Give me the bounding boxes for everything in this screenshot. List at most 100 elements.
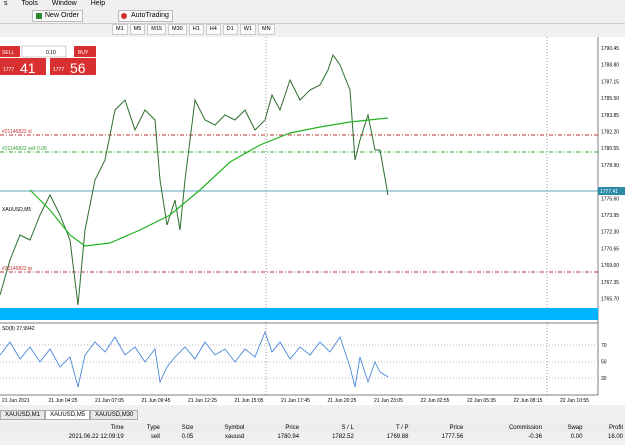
indicator-label: 30 bbox=[601, 376, 607, 382]
toolbar: New Order AutoTrading bbox=[0, 8, 625, 24]
chart-title: XAUUSD,M5 bbox=[2, 207, 31, 213]
header-cell: Price bbox=[285, 424, 300, 431]
cell: 1769.88 bbox=[386, 433, 409, 440]
moving-average bbox=[29, 117, 389, 247]
price-label: 1780.55 bbox=[601, 146, 619, 152]
header-cell: Time bbox=[110, 424, 124, 431]
chart-tabs: XAUUSD,M1 XAUUSD,M5 XAUUSD,M30 bbox=[0, 410, 139, 420]
chart-tab[interactable]: XAUUSD,M30 bbox=[90, 410, 139, 420]
chart: 1777.41 XAUUSD,M5 #21146822 sl #21146822… bbox=[0, 37, 625, 405]
price-label: 1785.50 bbox=[601, 96, 619, 102]
menu-item[interactable]: Help bbox=[90, 0, 106, 7]
sell-label: SELL bbox=[2, 50, 14, 56]
price-label: 1788.80 bbox=[601, 63, 619, 69]
price-label: 1773.95 bbox=[601, 213, 619, 219]
price-label: 1787.15 bbox=[601, 79, 619, 85]
ask-box[interactable] bbox=[50, 58, 96, 75]
menu-item[interactable]: s bbox=[4, 0, 8, 7]
sell-button[interactable] bbox=[0, 46, 20, 57]
timeframe-button[interactable]: MN bbox=[258, 24, 275, 35]
indicator-title: SD(8) 27.9942 bbox=[2, 326, 35, 332]
indicator-series bbox=[0, 330, 389, 388]
buy-button[interactable] bbox=[74, 46, 96, 57]
price-tag bbox=[598, 187, 625, 195]
bid-big: 1777 bbox=[3, 67, 14, 73]
time-label: 21 Jun 04:25 bbox=[49, 398, 78, 404]
bid-small: 41 bbox=[20, 60, 36, 76]
price-axis-bg bbox=[598, 37, 625, 405]
price-label: 1772.30 bbox=[601, 230, 619, 236]
timeframe-bar: M1 M5 M15 M30 H1 H4 D1 W1 MN bbox=[0, 24, 625, 35]
time-label: 21 Jun 2021 bbox=[2, 398, 30, 404]
cell: 1777.56 bbox=[441, 433, 464, 440]
cell: 16.00 bbox=[607, 433, 623, 440]
time-label: 21 Jun 17:45 bbox=[281, 398, 310, 404]
autotrading-button[interactable]: AutoTrading bbox=[118, 10, 173, 22]
bid-box[interactable] bbox=[0, 58, 46, 75]
price-label: 1790.45 bbox=[601, 46, 619, 52]
buy-label: BUY bbox=[78, 50, 89, 56]
cell: xauusd bbox=[225, 433, 245, 440]
zone bbox=[0, 308, 598, 320]
timeframe-button[interactable]: M5 bbox=[129, 24, 146, 35]
price-label: 1769.00 bbox=[601, 263, 619, 269]
indicator-label: 70 bbox=[601, 343, 607, 349]
chart-tab[interactable]: XAUUSD,M5 bbox=[45, 410, 91, 420]
cell: 2021.06.22 12:09:19 bbox=[68, 433, 124, 440]
time-label: 21 Jun 20:25 bbox=[328, 398, 357, 404]
cell: 1782.52 bbox=[332, 433, 354, 440]
price-label: 1775.60 bbox=[601, 196, 619, 202]
lot-input[interactable] bbox=[21, 45, 67, 58]
chart-window: 1777.41 XAUUSD,M5 #21146822 sl #21146822… bbox=[0, 37, 625, 405]
menu-item[interactable]: Tools bbox=[21, 0, 38, 7]
current-price: 1777.41 bbox=[600, 189, 618, 195]
cell: 0.00 bbox=[570, 433, 583, 440]
cell: 0.05 bbox=[181, 433, 194, 440]
timeframe-button[interactable]: M30 bbox=[167, 24, 187, 35]
indicator-label: 50 bbox=[601, 360, 607, 366]
time-label: 21 Jun 09:45 bbox=[142, 398, 171, 404]
time-label: 21 Jun 07:05 bbox=[95, 398, 124, 404]
icon bbox=[36, 13, 42, 19]
time-label: 22 Jun 05:35 bbox=[467, 398, 496, 404]
timeframe-button[interactable]: M15 bbox=[147, 24, 166, 35]
menu-item[interactable]: Window bbox=[51, 0, 77, 7]
ask-big: 1777 bbox=[53, 67, 64, 73]
ask-small: 56 bbox=[70, 60, 86, 76]
price-label: 1767.35 bbox=[601, 280, 619, 286]
timeframe-button[interactable]: D1 bbox=[222, 24, 238, 35]
chart-tab[interactable]: XAUUSD,M1 bbox=[0, 410, 46, 420]
table-row[interactable]: 2021.06.22 12:09:19 sell 0.05 xauusd 1780.94… bbox=[0, 432, 625, 441]
price-label: 1783.85 bbox=[601, 113, 619, 119]
price-label: 1770.65 bbox=[601, 246, 619, 252]
timeframe-button[interactable]: M1 bbox=[112, 24, 128, 35]
header-cell: Profit bbox=[608, 424, 623, 431]
tp-label: #21146822 tp bbox=[2, 266, 32, 272]
table-header: Time Type Size Symbol Price S / L T / P Price Co… bbox=[0, 423, 625, 432]
menu-bar: s Tools Window Help bbox=[0, 0, 625, 8]
timeframe-button[interactable]: W1 bbox=[239, 24, 257, 35]
header-cell: Size bbox=[181, 424, 194, 431]
cell: sell bbox=[150, 433, 160, 440]
header-cell: S / L bbox=[341, 424, 354, 431]
header-cell: T / P bbox=[395, 424, 409, 431]
header-cell: Commission bbox=[508, 424, 542, 431]
icon bbox=[121, 13, 127, 19]
cell: 1780.94 bbox=[277, 433, 300, 440]
header-cell: Type bbox=[146, 424, 160, 431]
header-cell: Symbol bbox=[224, 424, 245, 431]
time-label: 22 Jun 02:55 bbox=[421, 398, 450, 404]
time-label: 21 Jun 15:05 bbox=[235, 398, 264, 404]
cell: -0.36 bbox=[528, 433, 542, 440]
time-label: 22 Jun 08:15 bbox=[514, 398, 543, 404]
header-cell: Swap bbox=[567, 424, 583, 431]
price-label: 1782.20 bbox=[601, 130, 619, 136]
trade-table: Time Type Size Symbol Price S / L T / P Price Co… bbox=[0, 423, 625, 441]
new-order-button[interactable]: New Order bbox=[32, 10, 83, 22]
timeframe-button[interactable]: H1 bbox=[188, 24, 204, 35]
price-label: 1778.90 bbox=[601, 163, 619, 169]
timeframe-button[interactable]: H4 bbox=[205, 24, 221, 35]
lot-value: 0.10 bbox=[46, 50, 56, 56]
sl-label: #21146822 sl bbox=[2, 129, 32, 135]
